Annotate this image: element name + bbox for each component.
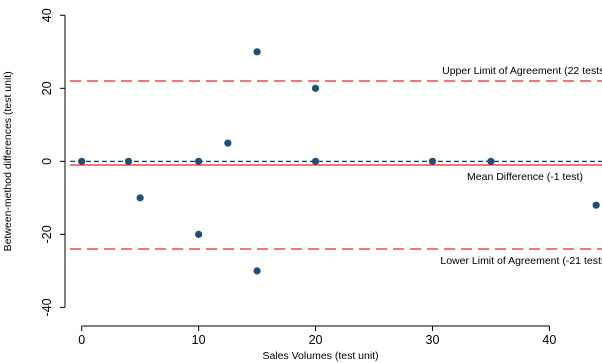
x-tick-label: 0 <box>78 333 85 347</box>
x-tick-label: 20 <box>309 333 323 347</box>
y-tick-label: 0 <box>40 158 54 165</box>
data-point <box>311 157 320 165</box>
x-ticks: 0 10 20 30 40 <box>78 326 556 347</box>
data-points <box>78 48 600 275</box>
y-axis-title: Between-method differences (test unit) <box>2 71 14 251</box>
data-point <box>428 157 437 165</box>
x-axis-title: Sales Volumes (test unit) <box>262 350 378 362</box>
x-tick-label: 10 <box>192 333 206 347</box>
data-point <box>136 194 144 202</box>
y-tick-label: -20 <box>40 225 54 243</box>
lower-limit-label: Lower Limit of Agreement (-21 tests) <box>440 255 602 267</box>
reference-lines <box>70 80 602 250</box>
annotations: Upper Limit of Agreement (22 tests) Mean … <box>440 65 602 267</box>
data-point <box>78 157 86 165</box>
x-tick-label: 40 <box>542 333 556 347</box>
data-point <box>487 157 495 165</box>
x-tick-label: 30 <box>426 333 440 347</box>
upper-limit-label: Upper Limit of Agreement (22 tests) <box>442 65 602 77</box>
data-point <box>253 48 261 56</box>
y-tick-label: 20 <box>40 81 54 95</box>
data-point <box>195 230 203 238</box>
data-point <box>124 157 133 165</box>
data-point <box>311 84 320 92</box>
y-tick-label: 40 <box>40 8 54 22</box>
data-point <box>195 157 203 165</box>
y-tick-label: -40 <box>40 298 54 316</box>
data-point <box>592 201 600 209</box>
y-ticks: -40 -20 0 20 40 <box>40 8 65 316</box>
data-point <box>224 139 232 147</box>
data-point <box>253 267 261 275</box>
mean-difference-label: Mean Difference (-1 test) <box>467 171 583 183</box>
